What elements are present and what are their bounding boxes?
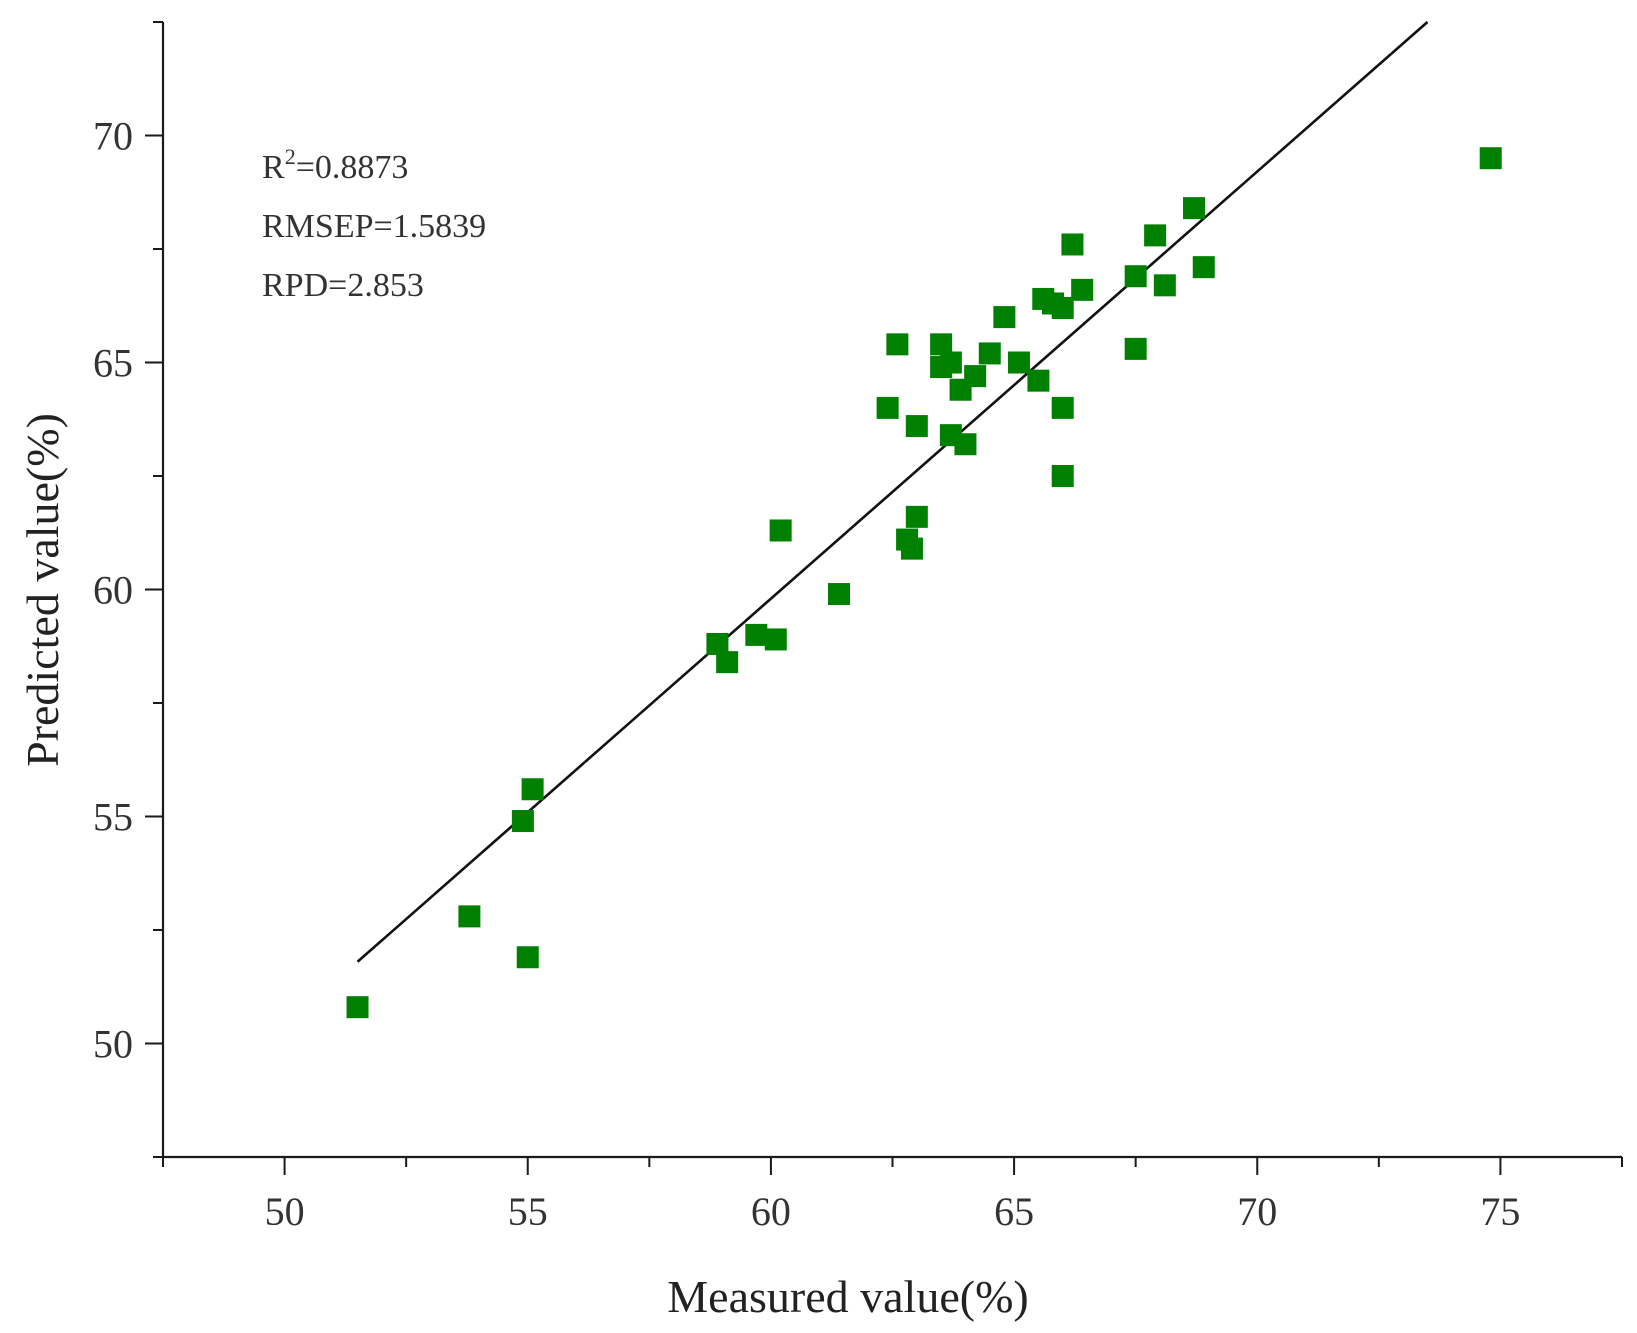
x-axis-title: Measured value(%) — [667, 1271, 1028, 1322]
data-point — [745, 623, 768, 646]
data-point — [1183, 197, 1206, 220]
y-tick-label: 60 — [93, 568, 133, 613]
data-point — [1007, 351, 1030, 374]
data-point — [511, 810, 534, 833]
data-point — [828, 583, 851, 606]
data-point — [764, 628, 787, 651]
data-point — [1144, 224, 1167, 247]
regression-line — [356, 21, 1429, 963]
data-point — [1124, 265, 1147, 288]
x-tick-label: 60 — [751, 1189, 791, 1234]
data-point — [993, 306, 1016, 329]
data-point — [521, 778, 544, 801]
data-point — [716, 651, 739, 674]
data-point — [1192, 256, 1215, 279]
axes — [161, 22, 1622, 1159]
rpd-label: RPD=2.853 — [262, 267, 424, 304]
data-point — [1153, 274, 1176, 297]
data-point — [706, 632, 729, 655]
y-tick-label: 55 — [93, 795, 133, 840]
data-point — [1051, 297, 1074, 320]
data-point — [346, 996, 369, 1019]
data-point — [930, 333, 953, 356]
data-point — [939, 351, 962, 374]
stats-annotation: R2=0.8873 RMSEP=1.5839 RPD=2.853 — [262, 144, 486, 304]
data-point — [876, 396, 899, 419]
rmsep-label: RMSEP=1.5839 — [262, 208, 486, 245]
data-point — [1479, 147, 1502, 170]
data-point — [886, 333, 909, 356]
x-tick-label: 50 — [265, 1189, 305, 1234]
data-point — [905, 505, 928, 528]
data-point — [900, 537, 923, 560]
data-point — [964, 365, 987, 388]
x-tick-label: 75 — [1480, 1189, 1520, 1234]
y-axis-title: Predicted value(%) — [17, 413, 68, 767]
data-point — [1051, 465, 1074, 487]
data-point — [954, 433, 977, 456]
data-point — [1061, 233, 1084, 256]
data-points-layer — [346, 147, 1502, 1019]
data-point — [1051, 396, 1074, 419]
r-squared-label: R2=0.8873 — [262, 144, 408, 186]
data-point — [516, 946, 539, 969]
x-tick-label: 65 — [994, 1189, 1034, 1234]
data-point — [1124, 337, 1147, 360]
data-point — [1071, 278, 1094, 301]
data-point — [978, 342, 1001, 365]
data-point — [905, 415, 928, 438]
y-tick-label: 65 — [93, 341, 133, 386]
data-point — [769, 519, 792, 542]
data-point — [458, 905, 481, 928]
x-tick-label: 55 — [508, 1189, 548, 1234]
y-tick-label: 70 — [93, 114, 133, 159]
data-point — [1027, 369, 1050, 392]
x-tick-label: 70 — [1237, 1189, 1277, 1234]
ticks: 50 55 60 65 70 75 50 55 60 65 70 — [93, 21, 1623, 1234]
y-tick-label: 50 — [93, 1022, 133, 1067]
fit-line-layer — [356, 21, 1429, 963]
